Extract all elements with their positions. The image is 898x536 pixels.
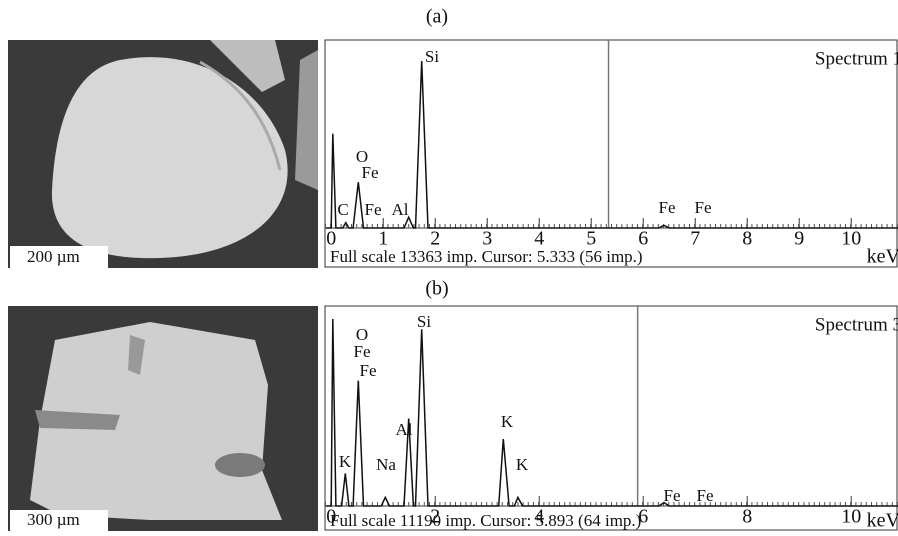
spectrum-note: Full scale 13363 imp. Cursor: 5.333 (56 … xyxy=(330,247,643,266)
peak-label: K xyxy=(516,455,529,474)
x-tick-label: 10 xyxy=(841,228,861,250)
peak-label: Al xyxy=(392,200,409,219)
peak-label: Fe xyxy=(354,342,371,361)
x-tick-label: 8 xyxy=(742,506,752,528)
x-tick-label: 9 xyxy=(794,228,804,250)
scale-bar-label: 200 µm xyxy=(27,247,80,266)
peak-label: Fe xyxy=(362,163,379,182)
figure: 200 µm 300 µm (a) (b) 012345678910SiOFeC… xyxy=(0,0,898,531)
panel-label: (b) xyxy=(425,278,448,300)
peak-label: Fe xyxy=(695,198,712,217)
peak-label: Si xyxy=(425,47,439,66)
peak-label: Fe xyxy=(659,198,676,217)
peak-label: C xyxy=(337,200,348,219)
peak-label: Fe xyxy=(365,200,382,219)
peak-label: K xyxy=(339,452,352,471)
x-tick-label: 7 xyxy=(690,228,700,250)
sem-image-b: 300 µm xyxy=(8,306,318,531)
peak-label: Al xyxy=(396,420,413,439)
scale-bar-label: 300 µm xyxy=(27,510,80,529)
x-tick-label: 8 xyxy=(742,228,752,250)
peak-label: Fe xyxy=(664,486,681,505)
x-axis-label: keV xyxy=(867,246,898,268)
spectrum-note: Full scale 11190 imp. Cursor: 5.893 (64 … xyxy=(330,511,641,530)
peak-label: Si xyxy=(417,312,431,331)
panel-label: (a) xyxy=(426,6,448,28)
x-tick-label: 10 xyxy=(841,506,861,528)
peak-label: Na xyxy=(376,455,396,474)
x-axis-label: keV xyxy=(867,510,898,531)
peak-label: Fe xyxy=(697,486,714,505)
plot-frame xyxy=(325,40,897,267)
spectrum-title: Spectrum 3 xyxy=(815,314,898,335)
peak-label: K xyxy=(501,412,514,431)
plot-frame xyxy=(325,306,897,530)
sem-image-a: 200 µm xyxy=(8,40,318,268)
peak-label: Fe xyxy=(360,361,377,380)
spectrum-title: Spectrum 1 xyxy=(815,48,898,69)
